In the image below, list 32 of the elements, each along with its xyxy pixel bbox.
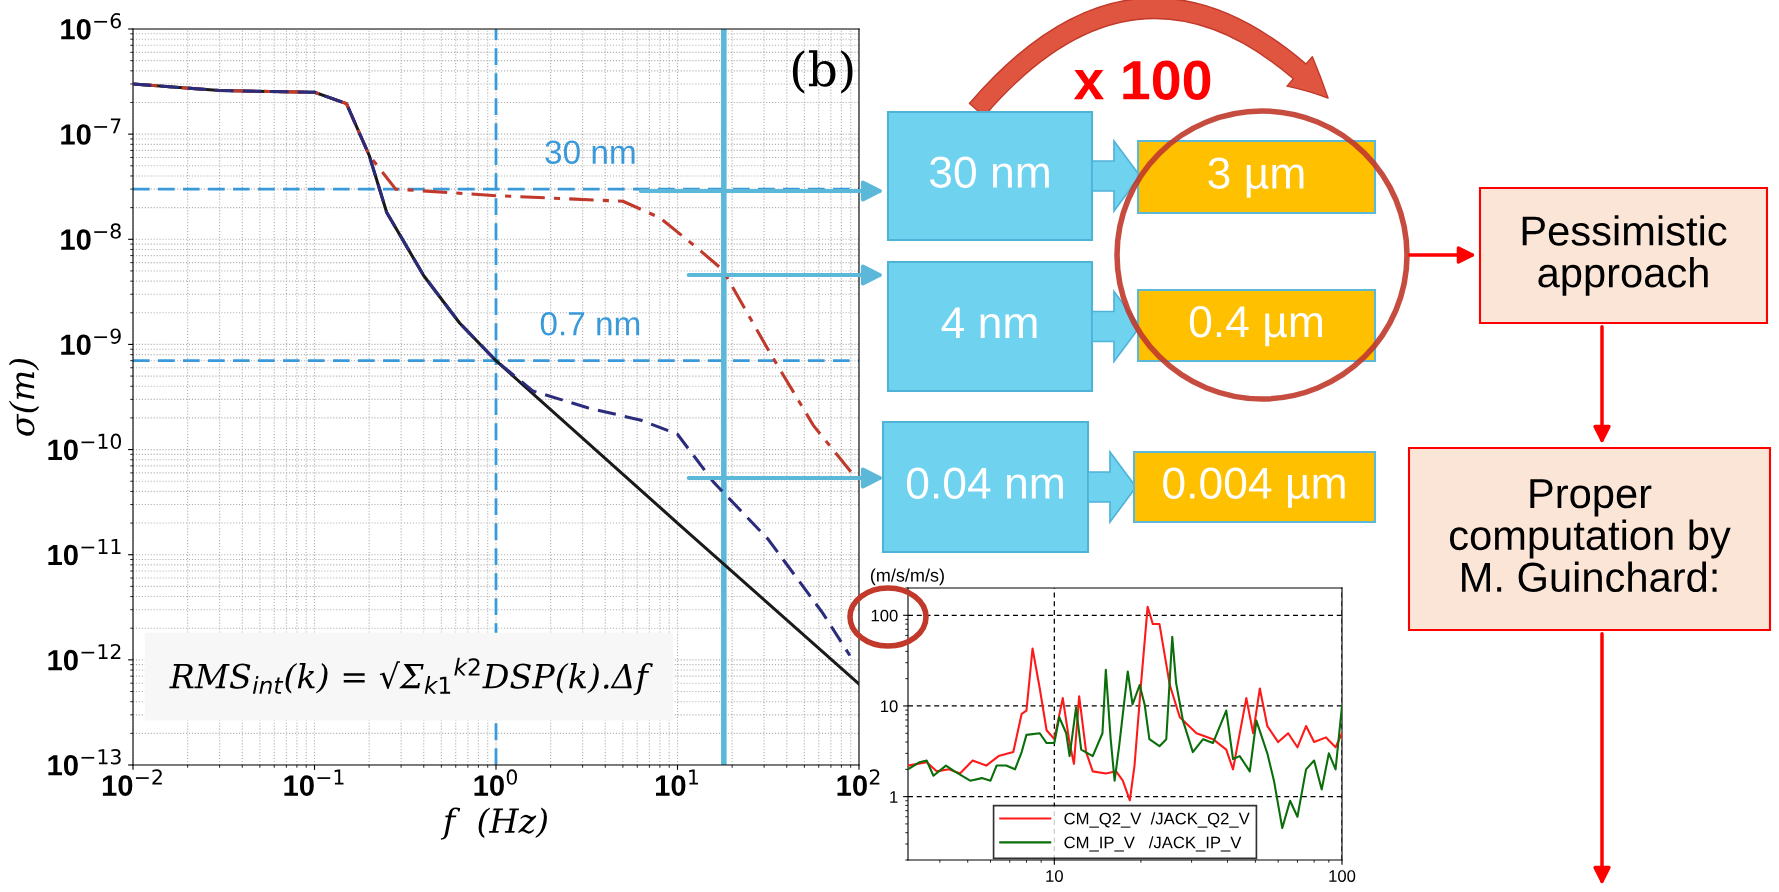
legend-label: CM_Q2_V /JACK_Q2_V [1064, 812, 1250, 828]
text: 4 nm [941, 307, 1037, 338]
x-tick-label: 10$^{1}$ [656, 769, 698, 796]
ref-line-label: 0.7 nm [540, 312, 640, 336]
y-tick-label: 10$^{−10}$ [48, 433, 122, 461]
text: 30 nm [929, 156, 1049, 188]
y-tick-label: 100 [871, 609, 898, 622]
ref-line-label: 30 nm [545, 140, 635, 165]
text: 3 µm [1208, 157, 1304, 198]
y-tick-label: 10$^{−7}$ [61, 118, 121, 145]
x-tick-label: 10$^{2}$ [837, 769, 880, 796]
text: 0.4 µm [1189, 305, 1322, 347]
y-tick-label: 10$^{−12}$ [48, 643, 121, 671]
annotation: (b) [792, 50, 853, 94]
y-tick-label: 10$^{−11}$ [48, 539, 121, 566]
y-axis-title: (m/s/m/s) [870, 568, 944, 586]
y-tick-label: 10 [881, 700, 898, 713]
annotation: RMS$_{int}$(k) = √Σ$_{k1}$$^{k2}$DSP(k).Δf [169, 657, 653, 696]
y-tick-label: 1 [890, 791, 898, 803]
text: 0.04 nm [906, 467, 1063, 499]
legend-label: CM_IP_V /JACK_IP_V [1064, 836, 1242, 852]
y-tick-label: 10$^{−9}$ [61, 328, 121, 356]
text: x 100 [1073, 60, 1211, 100]
x-axis-title: f (Hz) [440, 807, 547, 840]
x-tick-label: 10$^{0}$ [474, 769, 518, 796]
y-tick-label: 10$^{−6}$ [61, 13, 121, 40]
text: 0.004 µm [1163, 467, 1345, 508]
text: Pessimistic approach [1522, 215, 1727, 296]
x-tick-label: 10$^{−1}$ [284, 769, 344, 796]
text: Proper computation by M. Guinchard: [1449, 479, 1731, 593]
y-axis-title: σ(m) [8, 358, 40, 436]
y-tick-label: 10$^{−8}$ [61, 223, 121, 250]
